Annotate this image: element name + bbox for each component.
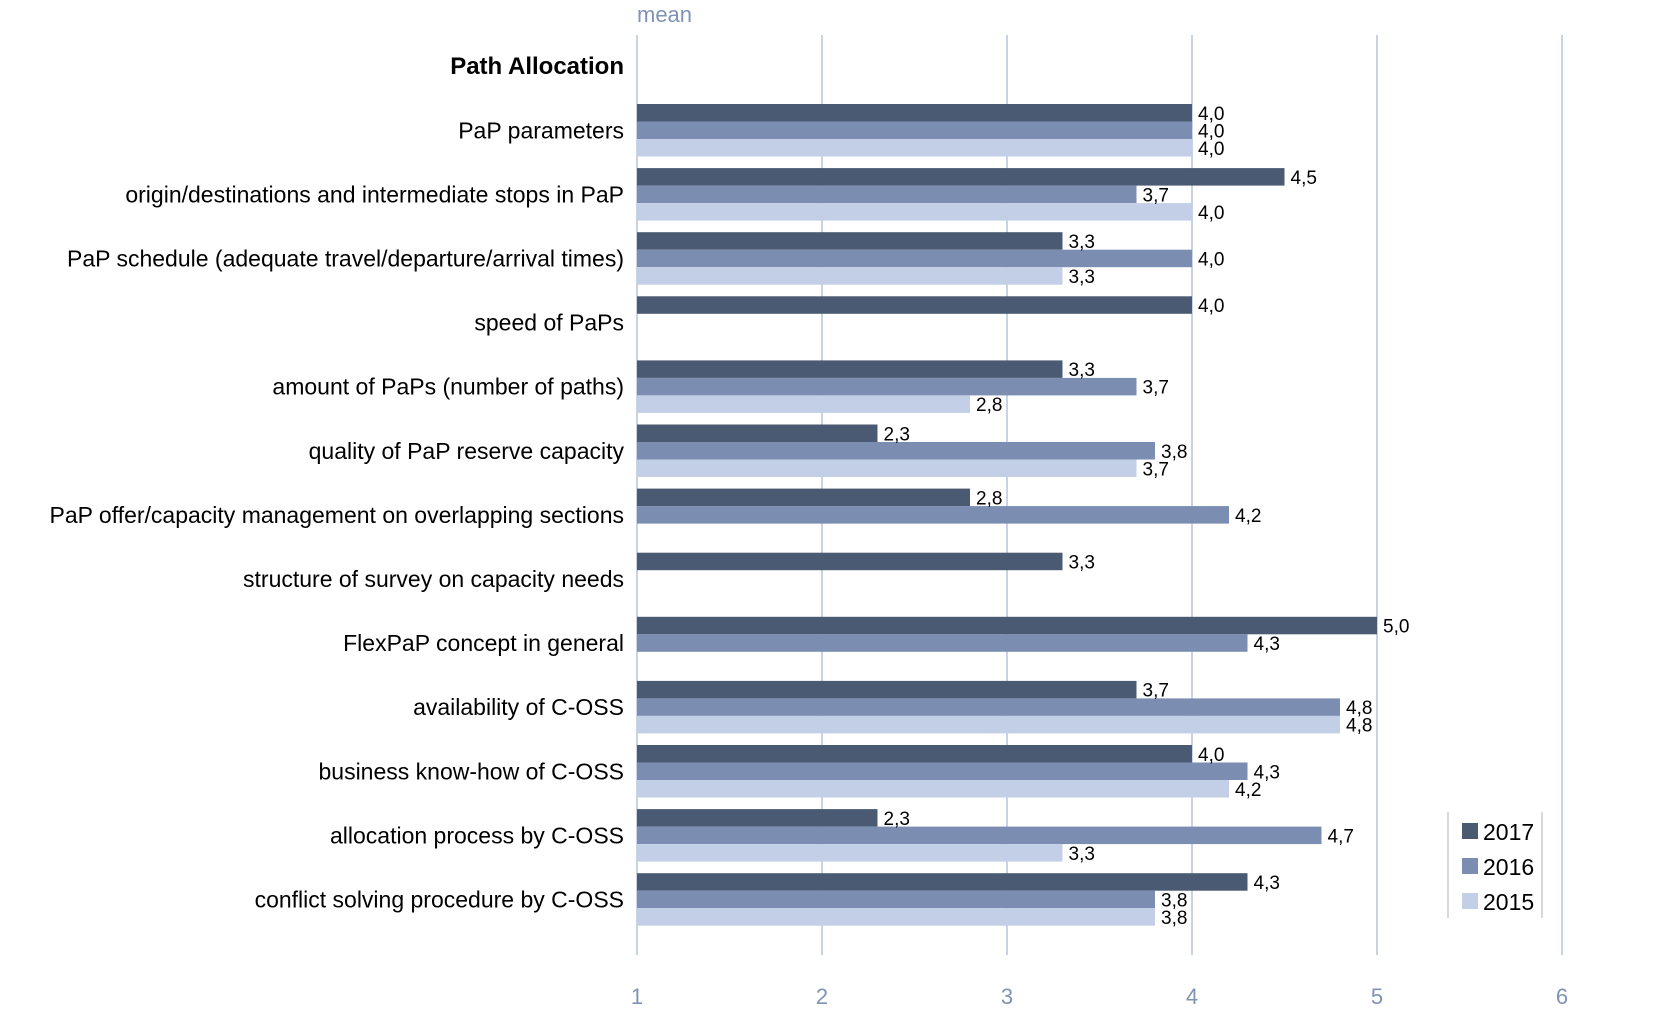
axis-label-mean: mean bbox=[637, 2, 692, 27]
x-tick-label: 5 bbox=[1371, 984, 1383, 1009]
bar-marks bbox=[637, 104, 1377, 926]
bar-2017 bbox=[637, 552, 1063, 571]
bar-2017 bbox=[637, 360, 1063, 378]
legend-label: 2016 bbox=[1483, 854, 1534, 880]
data-label: 3,7 bbox=[1143, 459, 1169, 480]
data-label: 3,8 bbox=[1161, 442, 1187, 463]
data-label: 5,0 bbox=[1383, 617, 1409, 638]
data-labels: 4,04,53,34,03,32,32,83,35,03,74,02,34,34… bbox=[884, 104, 1410, 929]
x-tick-label: 3 bbox=[1001, 984, 1013, 1009]
bar-2015 bbox=[637, 908, 1155, 926]
category-label: amount of PaPs (number of paths) bbox=[272, 374, 624, 400]
bar-2017 bbox=[637, 488, 970, 507]
bar-2017 bbox=[637, 232, 1063, 250]
data-label: 4,3 bbox=[1254, 762, 1280, 783]
data-label: 3,8 bbox=[1161, 908, 1187, 929]
legend-swatch-2016 bbox=[1462, 858, 1478, 874]
data-label: 4,0 bbox=[1198, 249, 1224, 270]
bar-2015 bbox=[637, 203, 1192, 221]
data-label: 4,8 bbox=[1346, 698, 1372, 719]
bar-2016 bbox=[637, 762, 1248, 780]
data-label: 4,0 bbox=[1198, 139, 1224, 160]
x-tick-label: 2 bbox=[816, 984, 828, 1009]
bar-2016 bbox=[637, 249, 1192, 268]
data-label: 3,3 bbox=[1069, 552, 1095, 573]
bar-2015 bbox=[637, 780, 1229, 798]
legend-swatch-2017 bbox=[1462, 823, 1478, 839]
bar-2017 bbox=[637, 296, 1192, 314]
bar-2016 bbox=[637, 890, 1155, 909]
bar-2017 bbox=[637, 168, 1285, 186]
data-label: 4,3 bbox=[1254, 873, 1280, 894]
category-label: speed of PaPs bbox=[474, 310, 624, 336]
bar-2015 bbox=[637, 715, 1340, 734]
data-label: 2,3 bbox=[884, 809, 910, 830]
x-axis-ticks: 1 2 3 4 5 6 bbox=[631, 984, 1568, 1009]
bar-2016 bbox=[637, 185, 1137, 204]
data-label: 4,0 bbox=[1198, 121, 1224, 142]
category-label: PaP parameters bbox=[458, 117, 624, 143]
x-tick-label: 6 bbox=[1556, 984, 1568, 1009]
bar-2016 bbox=[637, 826, 1322, 845]
data-label: 4,2 bbox=[1235, 506, 1261, 527]
bar-2017 bbox=[637, 745, 1192, 763]
legend-label: 2017 bbox=[1483, 819, 1534, 845]
category-label: availability of C-OSS bbox=[413, 694, 624, 720]
category-label: PaP schedule (adequate travel/departure/… bbox=[67, 245, 624, 271]
bar-2017 bbox=[637, 616, 1377, 635]
category-label: FlexPaP concept in general bbox=[343, 630, 624, 656]
category-labels: PaP parameters origin/destinations and in… bbox=[49, 117, 624, 912]
data-label: 3,7 bbox=[1143, 681, 1169, 702]
bar-2017 bbox=[637, 104, 1192, 122]
category-label: structure of survey on capacity needs bbox=[243, 566, 624, 592]
bar-2017 bbox=[637, 809, 878, 827]
data-label: 4,0 bbox=[1198, 296, 1224, 317]
bar-2016 bbox=[637, 506, 1229, 524]
data-label: 4,0 bbox=[1198, 203, 1224, 224]
legend: 2017 2016 2015 bbox=[1447, 812, 1543, 918]
data-label: 3,8 bbox=[1161, 890, 1187, 911]
data-label: 2,3 bbox=[884, 424, 910, 445]
bar-2016 bbox=[637, 698, 1340, 716]
data-label: 4,8 bbox=[1346, 716, 1372, 737]
data-label: 4,3 bbox=[1254, 634, 1280, 655]
category-label: conflict solving procedure by C-OSS bbox=[255, 886, 624, 912]
data-label: 3,7 bbox=[1143, 378, 1169, 399]
category-label: origin/destinations and intermediate sto… bbox=[125, 181, 624, 207]
bar-2015 bbox=[637, 267, 1063, 285]
data-label: 2,8 bbox=[976, 395, 1002, 416]
category-label: quality of PaP reserve capacity bbox=[309, 438, 625, 464]
bar-2017 bbox=[637, 680, 1137, 699]
data-label: 4,5 bbox=[1291, 168, 1317, 189]
bar-2015 bbox=[637, 844, 1063, 862]
bar-2016 bbox=[637, 442, 1155, 460]
data-label: 4,0 bbox=[1198, 745, 1224, 766]
category-label: PaP offer/capacity management on overlap… bbox=[49, 502, 624, 528]
data-label: 3,7 bbox=[1143, 185, 1169, 206]
bar-2017 bbox=[637, 873, 1248, 891]
bar-2015 bbox=[637, 139, 1192, 157]
category-label: allocation process by C-OSS bbox=[330, 822, 624, 848]
x-tick-label: 1 bbox=[631, 984, 643, 1009]
bar-2015 bbox=[637, 459, 1137, 477]
bar-2016 bbox=[637, 634, 1248, 652]
bar-2016 bbox=[637, 121, 1192, 139]
data-label: 2,8 bbox=[976, 488, 1002, 509]
data-label: 4,0 bbox=[1198, 104, 1224, 125]
data-label: 3,3 bbox=[1069, 267, 1095, 288]
bar-2016 bbox=[637, 377, 1137, 396]
data-label: 3,3 bbox=[1069, 360, 1095, 381]
bar-2015 bbox=[637, 395, 970, 413]
section-title: Path Allocation bbox=[450, 53, 624, 80]
data-label: 4,2 bbox=[1235, 780, 1261, 801]
legend-label: 2015 bbox=[1483, 889, 1534, 915]
data-label: 4,7 bbox=[1328, 826, 1354, 847]
bar-2017 bbox=[637, 424, 878, 442]
category-label: business know-how of C-OSS bbox=[318, 758, 624, 784]
x-tick-label: 4 bbox=[1186, 984, 1198, 1009]
data-label: 3,3 bbox=[1069, 232, 1095, 253]
data-label: 3,3 bbox=[1069, 844, 1095, 865]
legend-swatch-2015 bbox=[1462, 893, 1478, 909]
